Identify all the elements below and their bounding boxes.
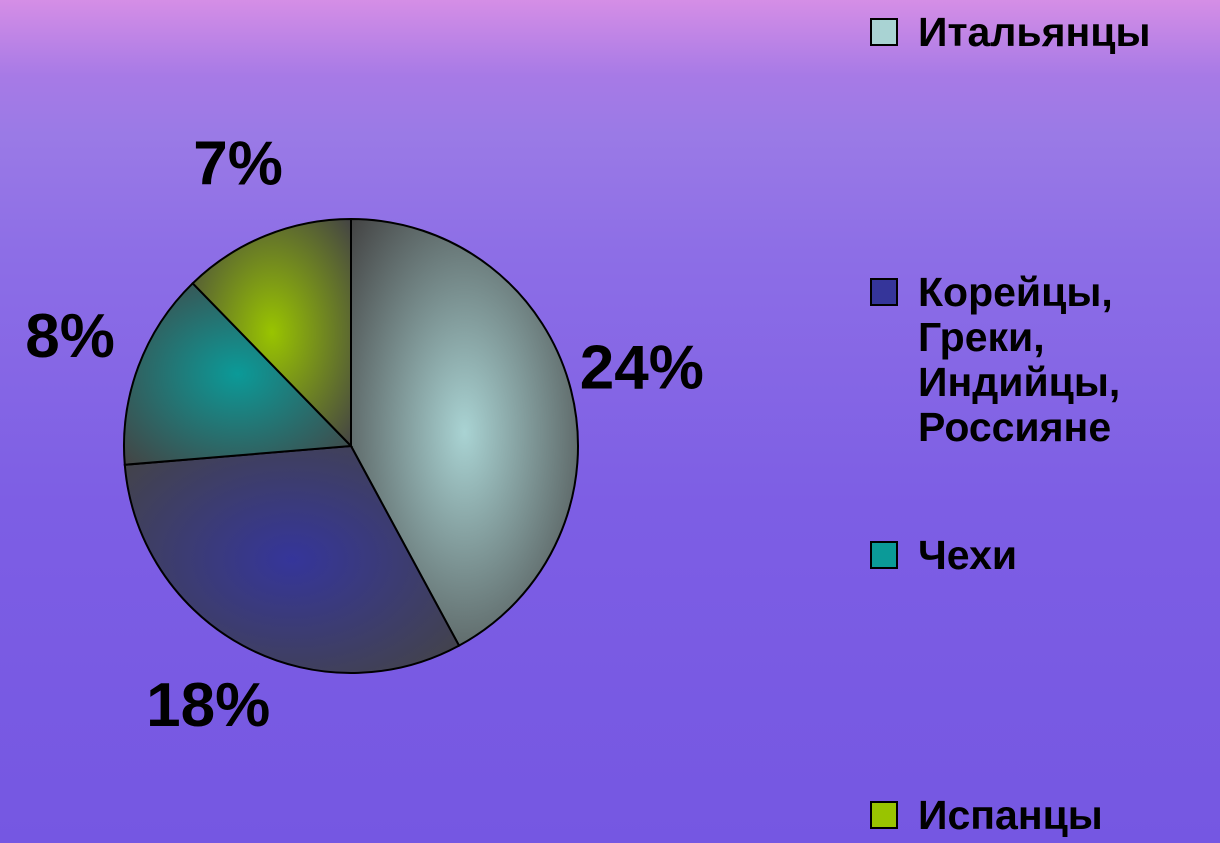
legend-item: Итальянцы (870, 10, 1218, 55)
slide: 24% 18% 8% 7% Итальянцы Корейцы, Греки, Инди… (0, 0, 1220, 843)
legend-label: Чехи (918, 533, 1218, 578)
legend-label: Корейцы, Греки, Индийцы, Россияне (918, 270, 1218, 450)
legend-swatch (870, 278, 898, 306)
data-label: 18% (146, 671, 270, 740)
legend-item: Испанцы (870, 793, 1218, 838)
legend-label: Итальянцы (918, 10, 1218, 55)
legend-swatch (870, 18, 898, 46)
legend-item: Чехи (870, 533, 1218, 578)
legend-label: Испанцы (918, 793, 1218, 838)
legend-swatch (870, 541, 898, 569)
data-label: 24% (580, 334, 704, 403)
data-label: 8% (25, 302, 115, 371)
legend-item: Корейцы, Греки, Индийцы, Россияне (870, 270, 1218, 450)
legend-swatch (870, 801, 898, 829)
data-label: 7% (193, 129, 283, 198)
